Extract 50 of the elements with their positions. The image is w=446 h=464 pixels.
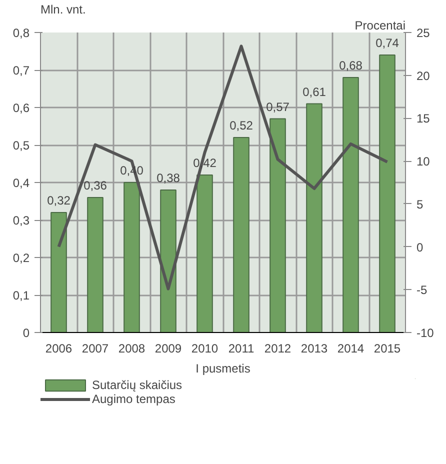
bar	[233, 137, 250, 332]
y2-tick-label: 0	[416, 240, 424, 254]
x-tick-label: 2006	[45, 342, 72, 356]
x-tick-label: 2013	[300, 342, 328, 356]
legend-label: Augimo tempas	[92, 392, 176, 406]
x-tick-label: 2010	[191, 342, 218, 356]
bar	[270, 118, 286, 332]
data-label: 0,32	[47, 194, 71, 208]
x-axis-title: I pusmetis	[196, 362, 250, 376]
data-label: 0,57	[266, 100, 290, 114]
y-tick-label: 0,5	[12, 138, 30, 152]
bar	[87, 197, 104, 332]
bar	[196, 174, 213, 332]
y-tick-label: 0	[22, 326, 30, 340]
bar	[379, 54, 396, 332]
y-axis-title: Mln. vnt.	[40, 2, 86, 16]
x-tick-label: 2011	[228, 342, 254, 356]
data-label: 0,61	[302, 84, 326, 99]
x-tick-label: 2014	[337, 342, 364, 356]
y-tick-label: 0,8	[12, 26, 30, 40]
data-label: 0,36	[84, 178, 108, 192]
y2-tick-label: 25	[416, 26, 430, 40]
x-tick-label: 2008	[118, 342, 146, 356]
bar	[160, 190, 176, 332]
y-tick-label: 0,2	[12, 251, 30, 265]
y2-tick-label: 15	[416, 112, 430, 126]
x-tick-label: 2015	[374, 342, 401, 356]
y-tick-label: 0,1	[12, 288, 30, 302]
y2-tick-label: 20	[416, 68, 430, 83]
y-tick-label: 0,6	[12, 101, 30, 115]
y-tick-label: 0,7	[12, 64, 30, 78]
y-tick-label: 0,4	[12, 176, 30, 190]
y2-tick-label: 5	[416, 197, 424, 212]
data-label: 0,68	[339, 58, 363, 72]
legend-label: Sutarčių skaičius	[92, 378, 182, 392]
bar	[124, 182, 140, 332]
data-label: 0,52	[230, 118, 254, 132]
x-tick-label: 2012	[264, 342, 292, 356]
bar	[342, 77, 359, 332]
bar	[306, 103, 322, 332]
data-label: 0,74	[376, 36, 400, 50]
y2-tick-label: -5	[416, 283, 428, 298]
data-label: 0,38	[156, 171, 180, 185]
y2-tick-label: -10	[416, 326, 434, 340]
y2-tick-label: 10	[416, 154, 430, 169]
y2-axis-title: Procentai	[354, 18, 406, 32]
y-tick-label: 0,3	[12, 214, 30, 228]
bar	[50, 212, 67, 332]
x-tick-label: 2007	[82, 342, 109, 356]
x-tick-label: 2009	[154, 342, 182, 356]
